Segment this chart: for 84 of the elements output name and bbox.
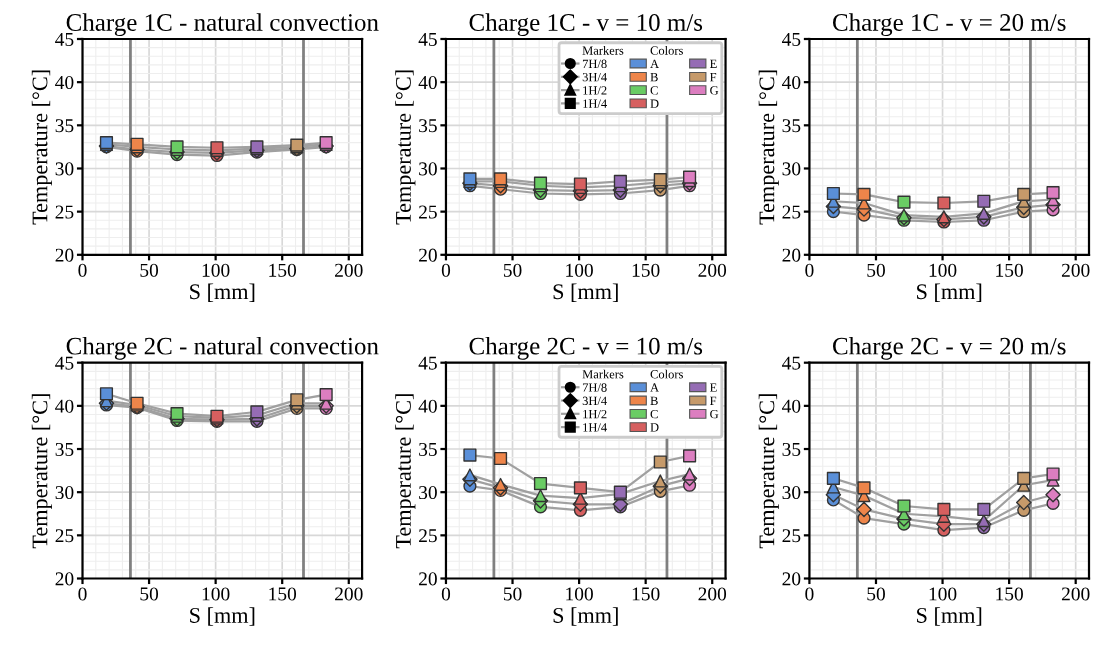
y-tick-label: 35 — [782, 119, 801, 133]
y-tick-label: 40 — [55, 399, 74, 413]
y-tick-label: 45 — [782, 356, 801, 370]
x-tick-label: 150 — [632, 263, 660, 277]
x-axis-title: S [mm] — [190, 607, 255, 626]
y-axis-title: Temperature [°C] — [31, 394, 52, 549]
x-tick-label: 100 — [566, 263, 593, 277]
y-tick-label: 45 — [418, 32, 437, 46]
x-tick-label: 200 — [335, 263, 363, 277]
y-tick-label: 20 — [55, 248, 74, 262]
y-tick-label: 35 — [55, 442, 74, 456]
y-tick-label: 35 — [419, 119, 437, 133]
x-tick-label: 150 — [632, 587, 660, 601]
y-tick-label: 20 — [782, 572, 801, 586]
y-tick-label: 25 — [55, 205, 74, 219]
x-axis-title: S [mm] — [553, 283, 618, 302]
x-tick-label: 150 — [269, 587, 297, 601]
x-axis-title: S [mm] — [917, 607, 982, 626]
x-tick-label: 200 — [698, 587, 727, 601]
x-tick-label: 100 — [202, 263, 230, 277]
x-tick-label: 200 — [698, 263, 727, 277]
chart-title: Charge 1C - v = 10 m/s — [469, 13, 703, 37]
x-tick-label: 0 — [78, 587, 87, 601]
x-axis-title: S [mm] — [190, 283, 255, 302]
x-tick-label: 0 — [441, 587, 451, 601]
x-tick-label: 100 — [929, 263, 957, 277]
y-axis-title: Temperature [°C] — [758, 70, 779, 225]
y-tick-label: 40 — [418, 399, 437, 413]
x-tick-label: 150 — [996, 263, 1023, 277]
x-tick-label: 100 — [929, 587, 957, 601]
chart-title: Charge 2C - v = 10 m/s — [469, 337, 703, 360]
y-tick-label: 20 — [55, 572, 74, 586]
x-tick-label: 50 — [140, 263, 159, 277]
x-tick-label: 50 — [867, 263, 885, 277]
y-axis-title: Temperature [°C] — [395, 70, 416, 225]
y-tick-label: 30 — [782, 486, 801, 500]
y-tick-label: 30 — [419, 486, 437, 500]
y-tick-label: 30 — [55, 162, 74, 176]
y-tick-label: 35 — [782, 442, 801, 456]
x-tick-label: 100 — [566, 587, 593, 601]
chart-title: Charge 2C - v = 20 m/s — [833, 337, 1066, 360]
y-tick-label: 25 — [782, 529, 801, 543]
chart-title: Charge 1C - natural convection — [66, 13, 379, 37]
x-axis-title: S [mm] — [917, 283, 982, 302]
x-tick-label: 200 — [1061, 587, 1090, 601]
y-tick-label: 45 — [418, 356, 437, 370]
x-tick-label: 50 — [503, 263, 522, 277]
y-tick-label: 25 — [419, 205, 437, 219]
y-tick-label: 20 — [419, 572, 437, 586]
chart-title: Charge 2C - natural convection — [66, 337, 379, 360]
x-tick-label: 200 — [335, 587, 363, 601]
y-tick-label: 25 — [55, 529, 74, 543]
y-tick-label: 40 — [782, 75, 801, 90]
x-tick-label: 50 — [867, 587, 885, 601]
y-tick-label: 25 — [419, 529, 437, 543]
y-tick-label: 40 — [418, 75, 437, 90]
y-tick-label: 40 — [55, 75, 74, 90]
y-tick-label: 20 — [782, 248, 801, 262]
y-tick-label: 30 — [419, 162, 437, 176]
x-tick-label: 0 — [805, 587, 814, 601]
y-axis-title: Temperature [°C] — [395, 394, 416, 549]
x-tick-label: 150 — [269, 263, 297, 277]
x-tick-label: 50 — [140, 587, 159, 601]
y-tick-label: 30 — [782, 162, 801, 176]
y-tick-label: 20 — [419, 248, 437, 262]
x-tick-label: 0 — [78, 263, 87, 277]
x-tick-label: 100 — [202, 587, 230, 601]
y-tick-label: 35 — [55, 119, 74, 133]
x-tick-label: 0 — [441, 263, 451, 277]
y-tick-label: 40 — [782, 399, 801, 413]
y-axis-title: Temperature [°C] — [31, 70, 52, 225]
y-tick-label: 45 — [55, 32, 74, 46]
y-tick-label: 30 — [55, 486, 74, 500]
y-tick-label: 45 — [55, 356, 74, 370]
x-tick-label: 200 — [1061, 263, 1090, 277]
y-tick-label: 35 — [419, 442, 437, 456]
x-tick-label: 50 — [503, 587, 522, 601]
y-axis-title: Temperature [°C] — [758, 394, 779, 549]
y-tick-label: 25 — [782, 205, 801, 219]
chart-title: Charge 1C - v = 20 m/s — [833, 13, 1066, 37]
x-tick-label: 150 — [996, 587, 1023, 601]
x-tick-label: 0 — [805, 263, 814, 277]
x-axis-title: S [mm] — [553, 607, 618, 626]
y-tick-label: 45 — [782, 32, 801, 46]
